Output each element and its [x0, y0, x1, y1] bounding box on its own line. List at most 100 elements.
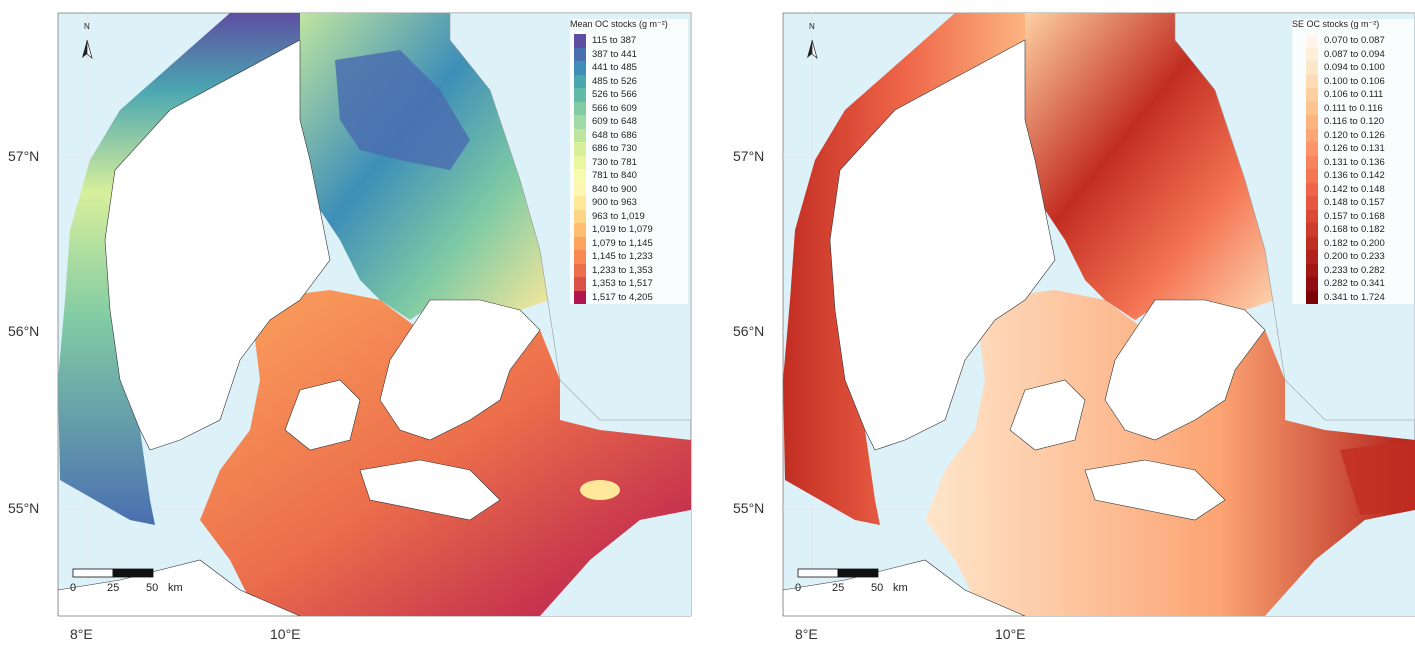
left-legend-item: 115 to 387	[574, 34, 688, 48]
left-south-baltic-coast	[540, 510, 691, 616]
right-legend-item: 0.087 to 0.094	[1306, 47, 1414, 61]
right-kattegat-region	[1025, 13, 1275, 320]
right-funen-land	[1009, 379, 1086, 451]
right-baltic-region	[925, 290, 1415, 616]
right-legend-label: 0.126 to 0.131	[1324, 143, 1385, 155]
right-south-baltic-coast	[1265, 510, 1415, 616]
left-legend-item: 1,233 to 1,353	[574, 263, 688, 277]
right-legend-item: 0.200 to 0.233	[1306, 250, 1414, 264]
right-legend-swatch	[1306, 263, 1318, 277]
left-legend-label: 115 to 387	[592, 35, 637, 47]
right-scale-bar	[797, 568, 879, 578]
left-legend-label: 781 to 840	[592, 170, 637, 182]
right-scale-label-0: 0	[795, 582, 802, 594]
left-legend-item: 963 to 1,019	[574, 209, 688, 223]
right-legend-item: 0.233 to 0.282	[1306, 263, 1414, 277]
right-legend-item: 0.131 to 0.136	[1306, 155, 1414, 169]
right-jutland-land	[829, 39, 1056, 451]
left-legend-label: 441 to 485	[592, 62, 637, 74]
right-legend-item: 0.136 to 0.142	[1306, 169, 1414, 183]
right-legend-item: 0.094 to 0.100	[1306, 61, 1414, 75]
left-legend-item: 648 to 686	[574, 128, 688, 142]
left-lon-label-8: 8°E	[70, 626, 93, 642]
right-lon-label-10: 10°E	[995, 626, 1026, 642]
left-legend-item: 686 to 730	[574, 142, 688, 156]
left-legend-label: 730 to 781	[592, 156, 637, 168]
left-legend-label: 1,233 to 1,353	[592, 264, 653, 276]
left-legend-swatch	[574, 223, 586, 237]
right-legend-swatch	[1306, 236, 1318, 250]
right-legend-item: 0.157 to 0.168	[1306, 209, 1414, 223]
right-legend-swatch	[1306, 277, 1318, 291]
left-legend-label: 1,353 to 1,517	[592, 278, 653, 290]
left-scale-label-0: 0	[70, 582, 77, 594]
left-legend-swatch	[574, 169, 586, 183]
right-legend-swatch	[1306, 74, 1318, 88]
left-lat-label-57: 57°N	[8, 148, 40, 164]
right-legend-label: 0.070 to 0.087	[1324, 35, 1385, 47]
right-legend-label: 0.106 to 0.111	[1324, 89, 1384, 101]
right-zealand-land	[1104, 299, 1266, 441]
left-legend-swatch	[574, 128, 586, 142]
right-legend-swatch	[1306, 209, 1318, 223]
right-legend-item: 0.120 to 0.126	[1306, 128, 1414, 142]
left-legend-label: 566 to 609	[592, 102, 637, 114]
right-north-label: N	[809, 22, 815, 31]
left-legend-item: 1,353 to 1,517	[574, 277, 688, 291]
left-north-label: N	[84, 22, 90, 31]
right-legend-swatch	[1306, 34, 1318, 48]
right-lon-label-8: 8°E	[795, 626, 818, 642]
right-legend-label: 0.200 to 0.233	[1324, 251, 1385, 263]
right-legend-label: 0.087 to 0.094	[1324, 48, 1385, 60]
right-lat-label-55: 55°N	[733, 500, 765, 516]
left-legend-swatch	[574, 61, 586, 75]
right-legend-item: 0.106 to 0.111	[1306, 88, 1414, 102]
left-legend-swatch	[574, 142, 586, 156]
left-legend-swatch	[574, 155, 586, 169]
right-legend-label: 0.233 to 0.282	[1324, 264, 1385, 276]
left-scale-unit: km	[168, 582, 183, 594]
left-legend-label: 526 to 566	[592, 89, 637, 101]
left-deep-zone	[335, 50, 470, 170]
right-north-arrow-icon	[807, 39, 818, 59]
left-lat-label-56: 56°N	[8, 323, 40, 339]
left-scale-bar	[72, 568, 154, 578]
right-legend-item: 0.282 to 0.341	[1306, 277, 1414, 291]
left-legend-swatch	[574, 101, 586, 115]
right-legend-label: 0.131 to 0.136	[1324, 156, 1385, 168]
left-legend-item: 730 to 781	[574, 155, 688, 169]
left-legend-swatch	[574, 196, 586, 210]
left-legend-swatch	[574, 263, 586, 277]
right-legend-item: 0.142 to 0.148	[1306, 182, 1414, 196]
left-legend-item: 781 to 840	[574, 169, 688, 183]
right-lat-label-56: 56°N	[733, 323, 765, 339]
right-legend-item: 0.126 to 0.131	[1306, 142, 1414, 156]
left-legend-item: 1,079 to 1,145	[574, 236, 688, 250]
left-legend-label: 963 to 1,019	[592, 210, 645, 222]
right-legend-swatch	[1306, 61, 1318, 75]
left-legend-swatch	[574, 182, 586, 196]
left-legend-item: 387 to 441	[574, 47, 688, 61]
left-legend-label: 485 to 526	[592, 75, 637, 87]
left-legend-swatch	[574, 290, 586, 304]
right-legend-item: 0.111 to 0.116	[1306, 101, 1414, 115]
left-legend-swatch	[574, 34, 586, 48]
right-legend-swatch	[1306, 169, 1318, 183]
right-legend-label: 0.094 to 0.100	[1324, 62, 1385, 74]
left-legend-label: 1,019 to 1,079	[592, 224, 653, 236]
left-lolland-land	[359, 459, 501, 521]
right-legend-swatch	[1306, 128, 1318, 142]
left-zealand-land	[379, 299, 541, 441]
left-legend-item: 441 to 485	[574, 61, 688, 75]
left-scale-label-25: 25	[107, 582, 120, 594]
left-bornholm-basin	[580, 480, 620, 500]
left-legend-label: 1,079 to 1,145	[592, 237, 653, 249]
right-legend-label: 0.282 to 0.341	[1324, 278, 1385, 290]
right-legend-label: 0.168 to 0.182	[1324, 224, 1385, 236]
right-legend-swatch	[1306, 88, 1318, 102]
right-legend-label: 0.148 to 0.157	[1324, 197, 1385, 209]
right-legend-title: SE OC stocks (g m⁻²)	[1292, 19, 1380, 29]
right-legend-label: 0.182 to 0.200	[1324, 237, 1385, 249]
left-lon-label-10: 10°E	[270, 626, 301, 642]
left-legend-label: 1,145 to 1,233	[592, 251, 653, 263]
